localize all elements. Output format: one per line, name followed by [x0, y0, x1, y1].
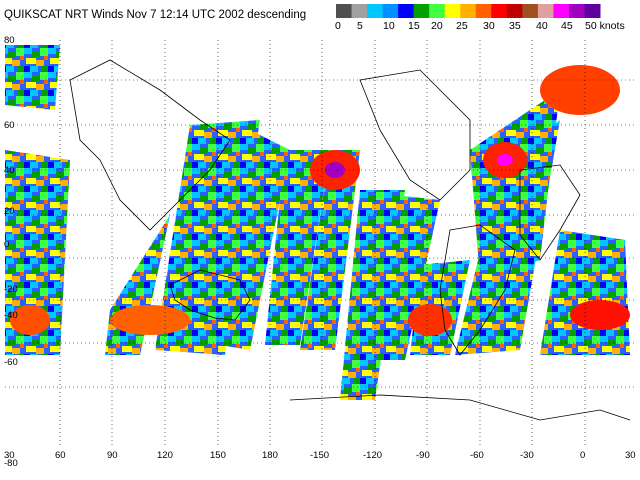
legend-swatch: [444, 4, 461, 18]
lat-label: 0: [4, 239, 9, 250]
lon-label: 90: [107, 450, 118, 461]
legend-swatch: [553, 4, 570, 18]
lat-label: -60: [4, 357, 18, 368]
lat-label: -20: [4, 284, 18, 295]
lon-label: -150: [310, 450, 329, 461]
lon-label: 180: [262, 450, 278, 461]
legend-label: 40: [536, 20, 548, 32]
lon-labels: 30 60 90 120 150 180 -150 -120 -90 -60 -…: [4, 450, 636, 461]
coastlines: [69, 59, 631, 421]
legend-swatch: [382, 4, 399, 18]
legend-label: 30: [483, 20, 495, 32]
legend-swatch: [506, 4, 523, 18]
legend-label: 45: [561, 20, 573, 32]
legend-swatch: [537, 4, 554, 18]
lon-label: -60: [470, 450, 484, 461]
legend-label: 50 knots: [585, 20, 625, 32]
legend-swatch: [460, 4, 477, 18]
lat-label: 20: [4, 206, 15, 217]
storm-patches: [10, 65, 630, 336]
legend-label: 10: [383, 20, 395, 32]
legend-swatch: [351, 4, 368, 18]
legend-label: 25: [456, 20, 468, 32]
graticule: [5, 40, 635, 445]
lon-label: 30: [625, 450, 636, 461]
lon-label: -90: [416, 450, 430, 461]
legend-swatch: [367, 4, 384, 18]
color-legend: 0 5 10 15 20 25 30 35 40 45 50 knots: [0, 0, 640, 40]
legend-swatch: [398, 4, 415, 18]
lat-label: 80: [4, 35, 15, 46]
lon-label: 120: [157, 450, 173, 461]
legend-label: 15: [408, 20, 420, 32]
legend-label: 20: [431, 20, 443, 32]
legend-swatch: [336, 4, 353, 18]
legend-swatch: [413, 4, 430, 18]
legend-swatch: [522, 4, 539, 18]
lat-label: -80: [4, 458, 18, 469]
lon-label: -120: [363, 450, 382, 461]
lon-label: 60: [55, 450, 66, 461]
legend-swatch: [475, 4, 492, 18]
lon-label: 150: [210, 450, 226, 461]
lon-label: 0: [580, 450, 585, 461]
legend-swatch: [568, 4, 585, 18]
legend-label: 5: [357, 20, 363, 32]
legend-colorbar: [336, 4, 601, 18]
legend-label: 35: [509, 20, 521, 32]
wind-swaths: [5, 45, 630, 400]
lat-label: 60: [4, 120, 15, 131]
legend-swatch: [429, 4, 446, 18]
legend-swatch: [584, 4, 601, 18]
legend-swatch: [491, 4, 508, 18]
map-title: QUIKSCAT NRT Winds Nov 7 12:14 UTC 2002 …: [4, 9, 307, 21]
lat-label: 40: [4, 165, 15, 176]
lat-labels: 80 60 40 20 0 -20 -40 -60 -80: [4, 35, 18, 469]
lon-label: 30: [4, 450, 15, 461]
lon-label: -30: [520, 450, 534, 461]
legend-label: 0: [335, 20, 341, 32]
lat-label: -40: [4, 310, 18, 321]
